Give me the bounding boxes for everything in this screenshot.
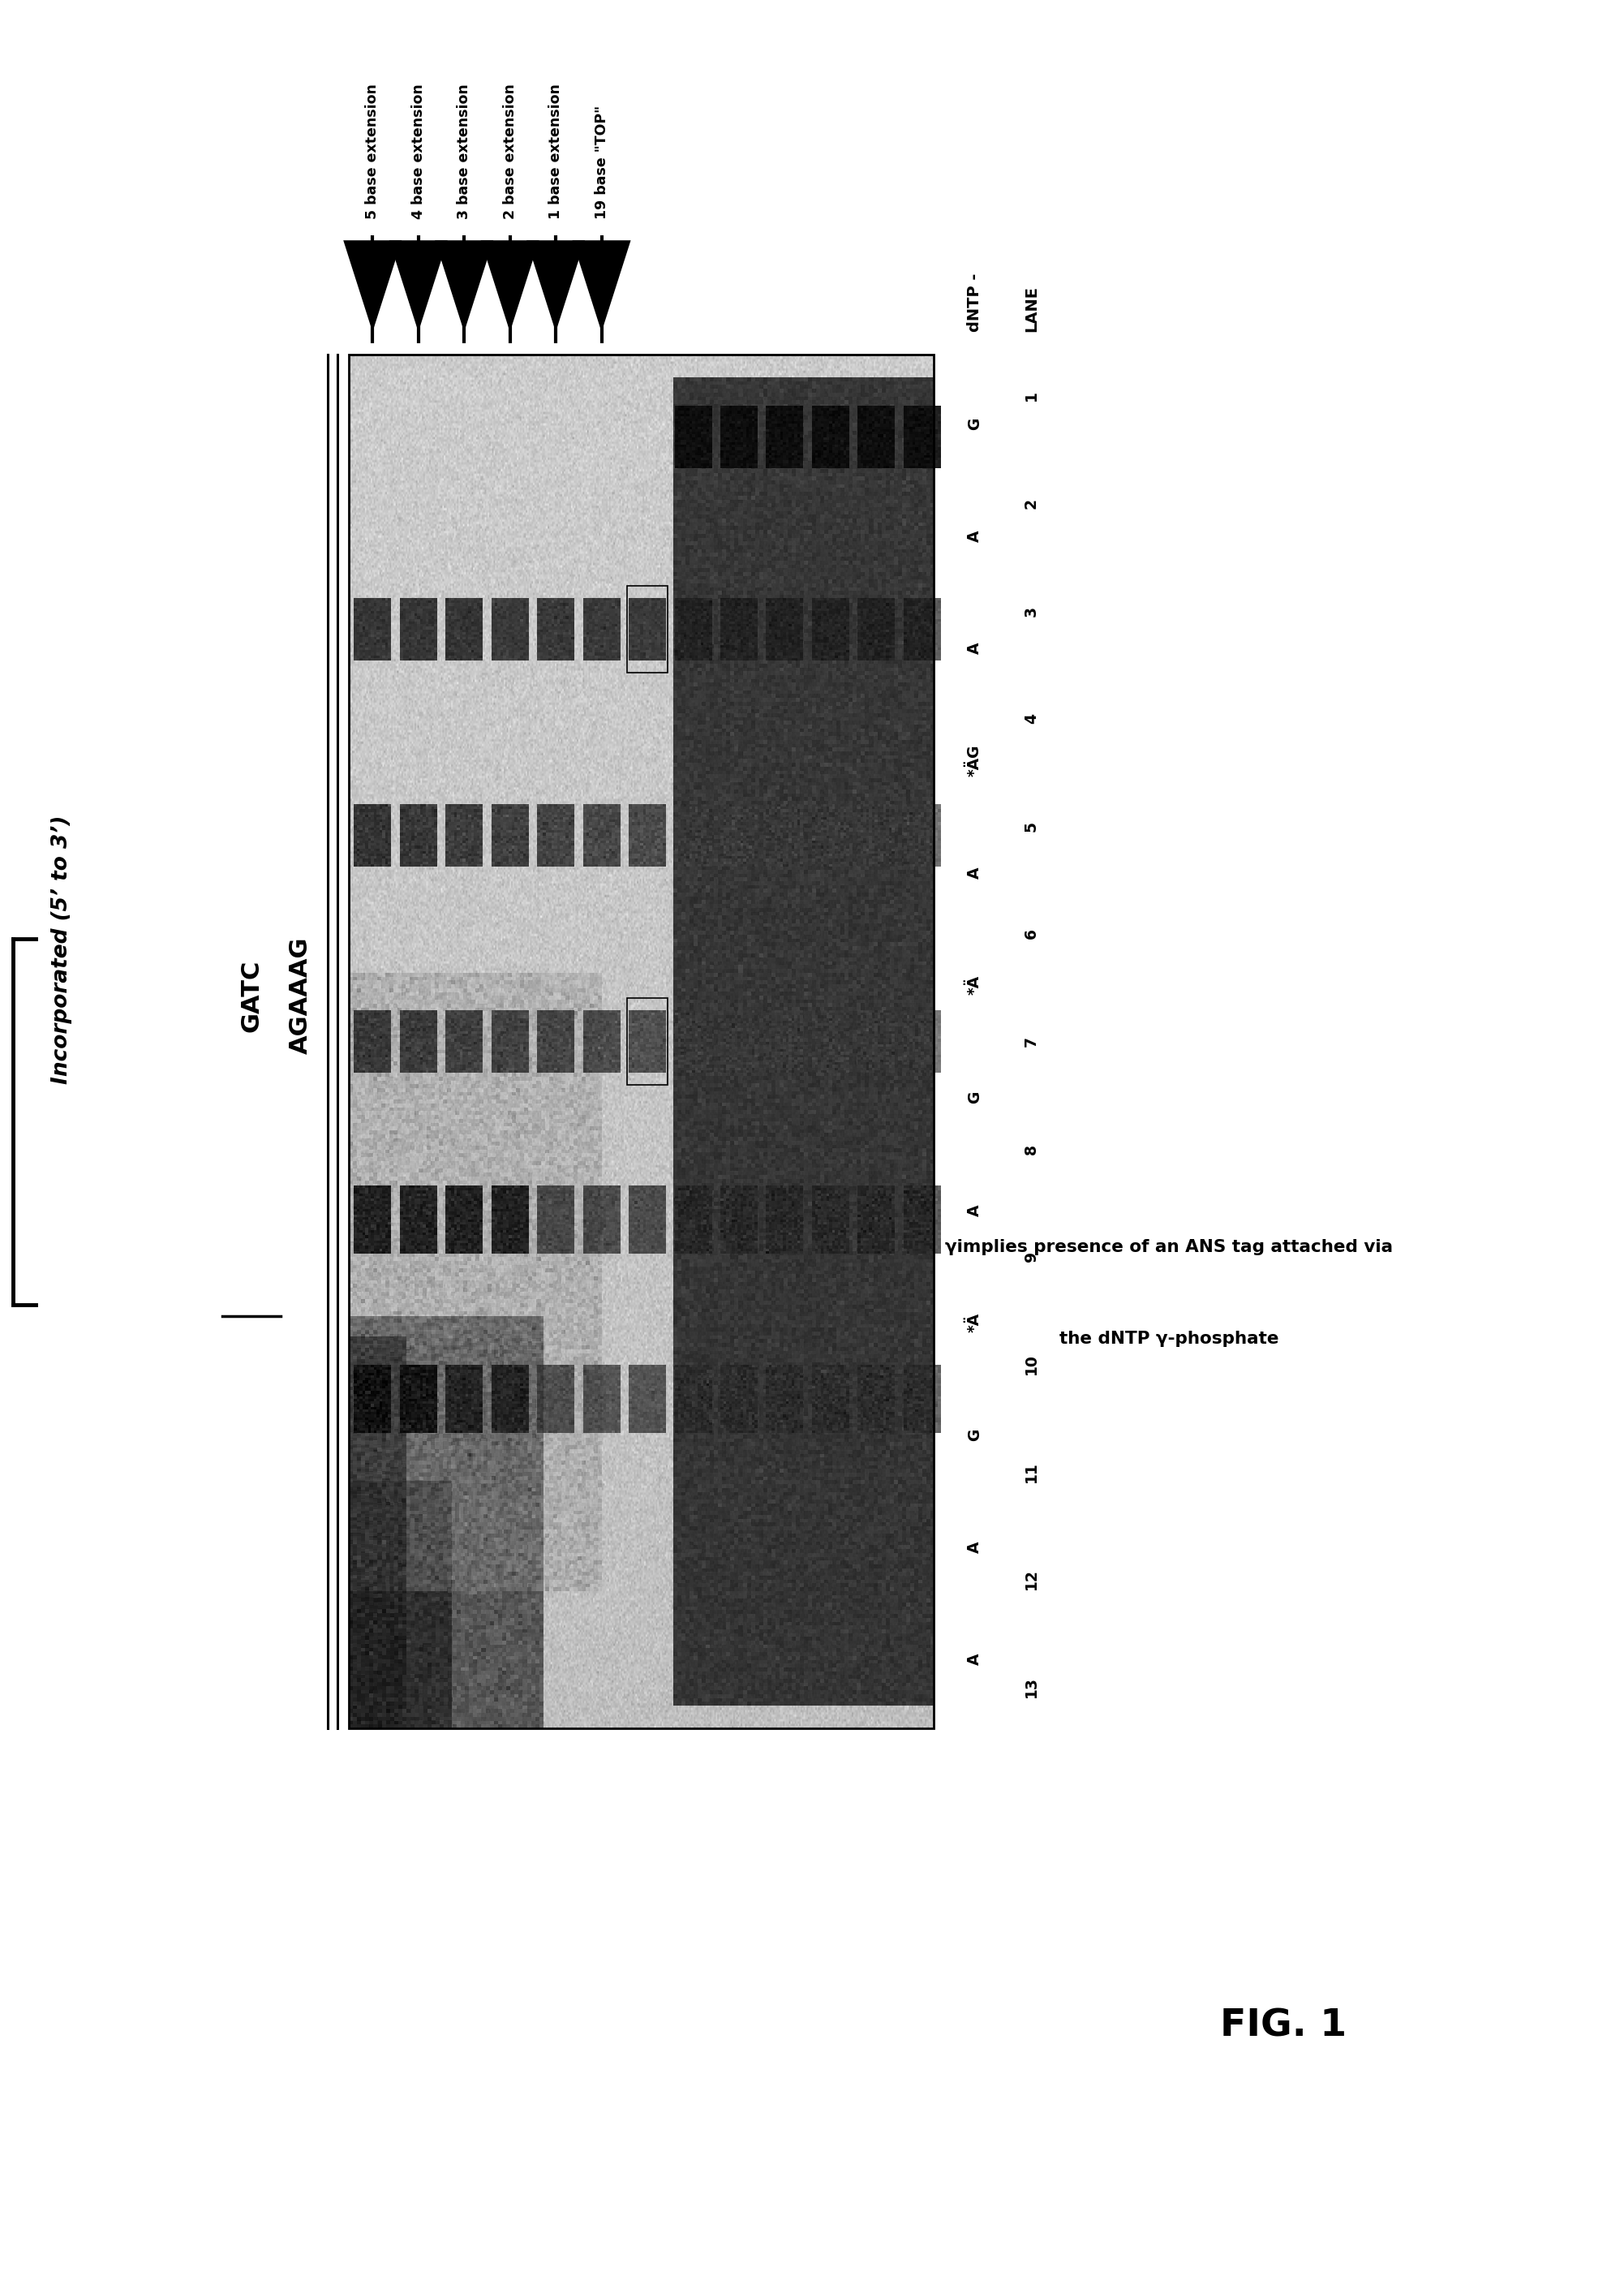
Text: A: A [966, 868, 983, 879]
Text: FIG. 1: FIG. 1 [1220, 2007, 1346, 2044]
Text: 6: 6 [1023, 929, 1039, 938]
Text: GATC: GATC [240, 959, 263, 1032]
Bar [627, 998, 667, 1085]
Text: A: A [966, 1653, 983, 1666]
Text: *Ä: *Ä [966, 1312, 983, 1332]
Bar [349, 355, 934, 1728]
Text: 2: 2 [1023, 499, 1039, 508]
Text: 4: 4 [1023, 714, 1039, 723]
Text: A: A [966, 531, 983, 542]
Text: G: G [966, 417, 983, 430]
Text: 7: 7 [1023, 1037, 1039, 1046]
Text: LANE: LANE [1023, 286, 1039, 332]
Text: 1: 1 [1023, 391, 1039, 401]
Text: A: A [966, 1540, 983, 1552]
Text: 3: 3 [1023, 607, 1039, 616]
Text: A: A [966, 1204, 983, 1215]
Text: 3 base extension: 3 base extension [456, 85, 471, 220]
Text: 12: 12 [1023, 1568, 1039, 1591]
Text: 2 base extension: 2 base extension [503, 85, 516, 220]
Text: 13: 13 [1023, 1676, 1039, 1698]
Text: 1 base extension: 1 base extension [549, 85, 564, 220]
Text: 4 base extension: 4 base extension [411, 85, 425, 220]
Text: 5 base extension: 5 base extension [365, 85, 380, 220]
Polygon shape [343, 240, 401, 332]
Text: Incorporated (5’ to 3’): Incorporated (5’ to 3’) [52, 815, 71, 1085]
Text: 11: 11 [1023, 1460, 1039, 1483]
Text: *Ä: *Ä [966, 975, 983, 996]
Polygon shape [572, 240, 630, 332]
Polygon shape [390, 240, 448, 332]
Polygon shape [526, 240, 585, 332]
Text: the dNTP γ-phosphate: the dNTP γ-phosphate [1059, 1330, 1280, 1348]
Text: AGAAAG: AGAAAG [289, 936, 312, 1055]
Bar [627, 586, 667, 673]
Text: 10: 10 [1023, 1353, 1039, 1376]
Text: 9: 9 [1023, 1252, 1039, 1261]
Text: 8: 8 [1023, 1144, 1039, 1154]
Text: 19 base "TOP": 19 base "TOP" [594, 105, 609, 220]
Polygon shape [481, 240, 539, 332]
Text: A: A [966, 643, 983, 655]
Text: dNTP -: dNTP - [966, 268, 983, 332]
Polygon shape [435, 240, 494, 332]
Text: G: G [966, 1428, 983, 1442]
Text: 5: 5 [1023, 822, 1039, 831]
Text: *ÄG: *ÄG [966, 744, 983, 776]
Text: G: G [966, 1092, 983, 1103]
Text: γimplies presence of an ANS tag attached via: γimplies presence of an ANS tag attached… [945, 1238, 1393, 1257]
